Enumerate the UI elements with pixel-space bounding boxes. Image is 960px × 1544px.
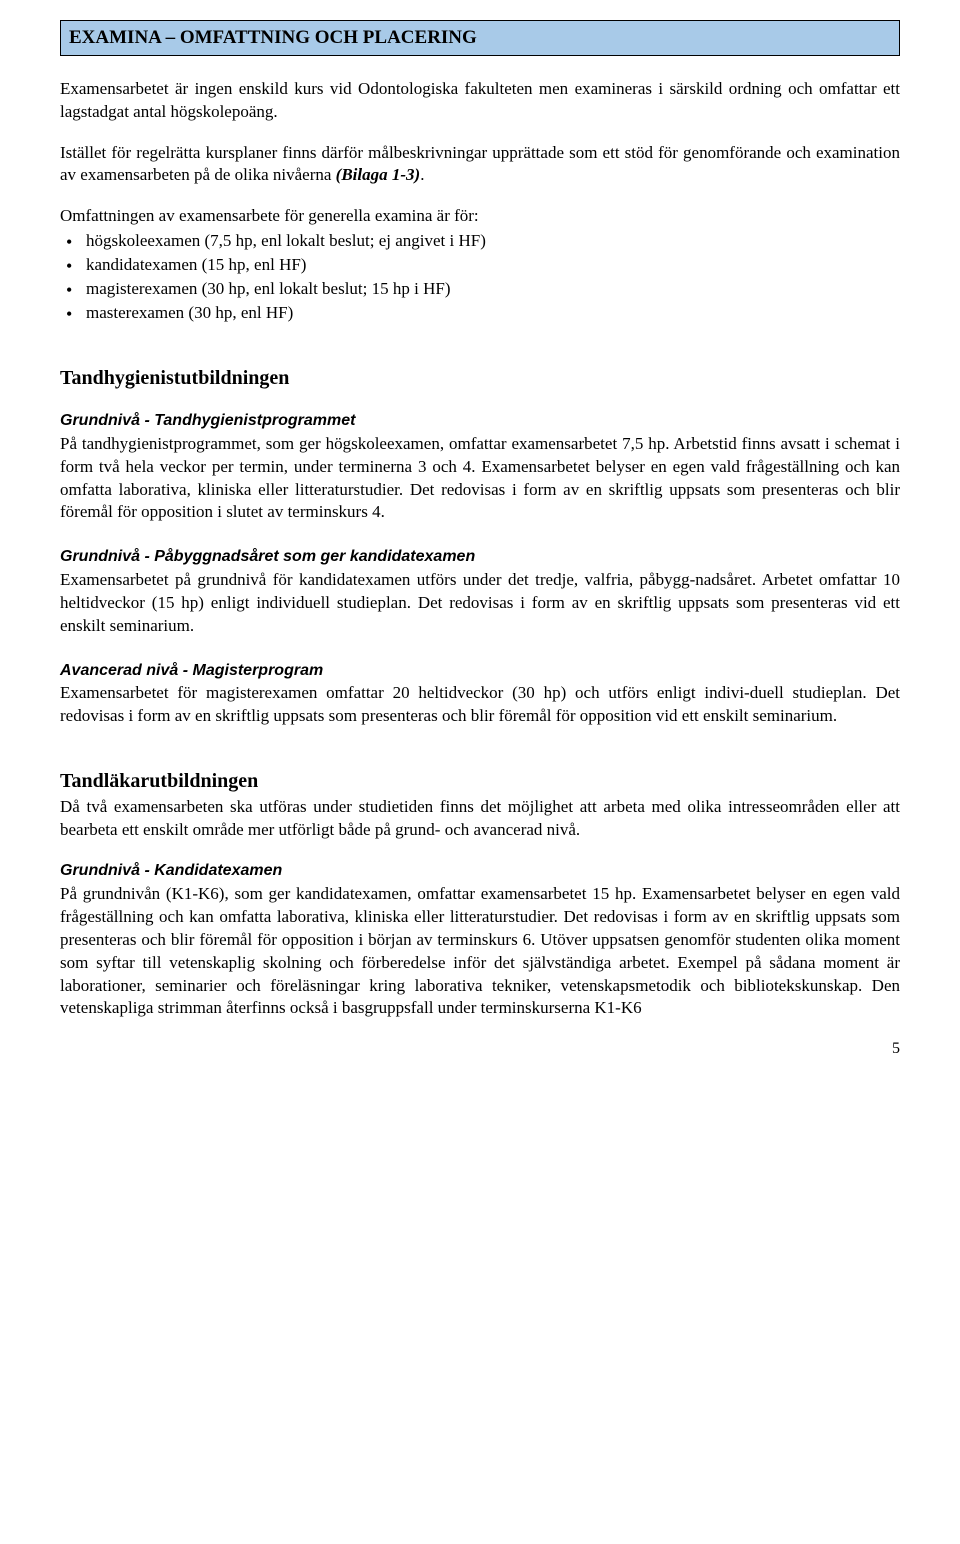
- scope-list: högskoleexamen (7,5 hp, enl lokalt beslu…: [60, 230, 900, 325]
- grund-pabygg-block: Grundnivå - Påbyggnadsåret som ger kandi…: [60, 546, 900, 637]
- grund-prog-block: Grundnivå - Tandhygienistprogrammet På t…: [60, 410, 900, 524]
- intro-p2-bilaga: (Bilaga 1-3): [336, 165, 421, 184]
- grund-pabygg-heading: Grundnivå - Påbyggnadsåret som ger kandi…: [60, 546, 900, 568]
- tandlakar-grund-body: På grundnivån (K1-K6), som ger kandidate…: [60, 883, 900, 1021]
- scope-lead: Omfattningen av examensarbete för genere…: [60, 205, 900, 228]
- section-banner: EXAMINA – OMFATTNING OCH PLACERING: [60, 20, 900, 56]
- list-item: masterexamen (30 hp, enl HF): [60, 302, 900, 325]
- intro-paragraph-2: Istället för regelrätta kursplaner finns…: [60, 142, 900, 188]
- grund-pabygg-body: Examensarbetet på grundnivå för kandidat…: [60, 569, 900, 638]
- list-item: högskoleexamen (7,5 hp, enl lokalt beslu…: [60, 230, 900, 253]
- avancerad-heading: Avancerad nivå - Magisterprogram: [60, 660, 900, 682]
- banner-title: EXAMINA – OMFATTNING OCH PLACERING: [69, 25, 891, 51]
- intro-paragraph-1: Examensarbetet är ingen enskild kurs vid…: [60, 78, 900, 124]
- avancerad-body: Examensarbetet för magisterexamen omfatt…: [60, 682, 900, 728]
- intro-p2c: .: [420, 165, 424, 184]
- grund-prog-heading: Grundnivå - Tandhygienistprogrammet: [60, 410, 900, 432]
- grund-prog-body: På tandhygienistprogrammet, som ger högs…: [60, 433, 900, 525]
- list-item: magisterexamen (30 hp, enl lokalt beslut…: [60, 278, 900, 301]
- tandlakar-lead: Då två examensarbeten ska utföras under …: [60, 796, 900, 842]
- tandlakar-grund-heading: Grundnivå - Kandidatexamen: [60, 860, 900, 882]
- intro-p1-text: Examensarbetet är ingen enskild kurs vid…: [60, 79, 900, 121]
- intro-p2a: Istället för regelrätta kursplaner finns…: [60, 143, 900, 185]
- tandlakar-grund-block: Grundnivå - Kandidatexamen På grundnivån…: [60, 860, 900, 1020]
- list-item: kandidatexamen (15 hp, enl HF): [60, 254, 900, 277]
- page-number: 5: [60, 1038, 900, 1060]
- avancerad-block: Avancerad nivå - Magisterprogram Examens…: [60, 660, 900, 728]
- tandhygienist-heading: Tandhygienistutbildningen: [60, 365, 900, 392]
- tandlakar-heading: Tandläkarutbildningen: [60, 768, 900, 795]
